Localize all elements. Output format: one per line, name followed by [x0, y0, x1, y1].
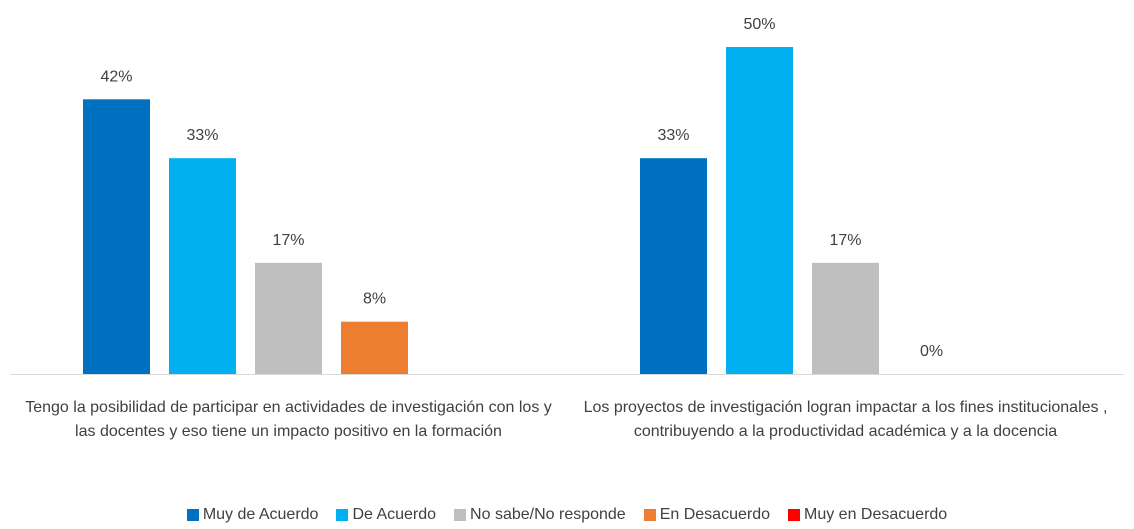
data-label: 33% [657, 127, 689, 144]
bar [83, 99, 150, 374]
legend-swatch [788, 509, 800, 521]
data-label: 8% [363, 291, 386, 308]
data-label: 17% [272, 232, 304, 249]
legend-swatch [186, 509, 199, 521]
legend-item: Muy en Desacuerdo [788, 506, 947, 524]
legend-label: No sabe/No responde [470, 506, 626, 523]
legend-item: De Acuerdo [336, 506, 436, 524]
bar [640, 158, 707, 374]
legend: Muy de Acuerdo De Acuerdo No sabe/No respo… [0, 506, 1134, 524]
bar [812, 262, 879, 374]
data-label: 0% [920, 343, 943, 360]
bar [726, 47, 793, 374]
x-tick-label: Los proyectos de investigación logran im… [583, 399, 1108, 440]
data-label: 50% [743, 16, 775, 33]
legend-label: De Acuerdo [352, 506, 437, 523]
legend-item: No sabe/No responde [454, 506, 626, 524]
legend-label: Muy en Desacuerdo [804, 506, 948, 523]
legend-swatch [643, 509, 656, 521]
legend-item: En Desacuerdo [643, 506, 770, 524]
data-label: 33% [186, 127, 218, 144]
legend-swatch [336, 509, 349, 521]
legend-item: Muy de Acuerdo [186, 506, 319, 524]
legend-swatch [454, 509, 467, 521]
bar [341, 321, 408, 374]
x-tick-label: Tengo la posibilidad de participar en ac… [25, 399, 552, 440]
bar [169, 158, 236, 374]
legend-label: En Desacuerdo [659, 506, 770, 523]
bar [255, 262, 322, 374]
legend-label: Muy de Acuerdo [202, 506, 319, 523]
data-label: 17% [829, 232, 861, 249]
data-label: 42% [100, 68, 132, 85]
